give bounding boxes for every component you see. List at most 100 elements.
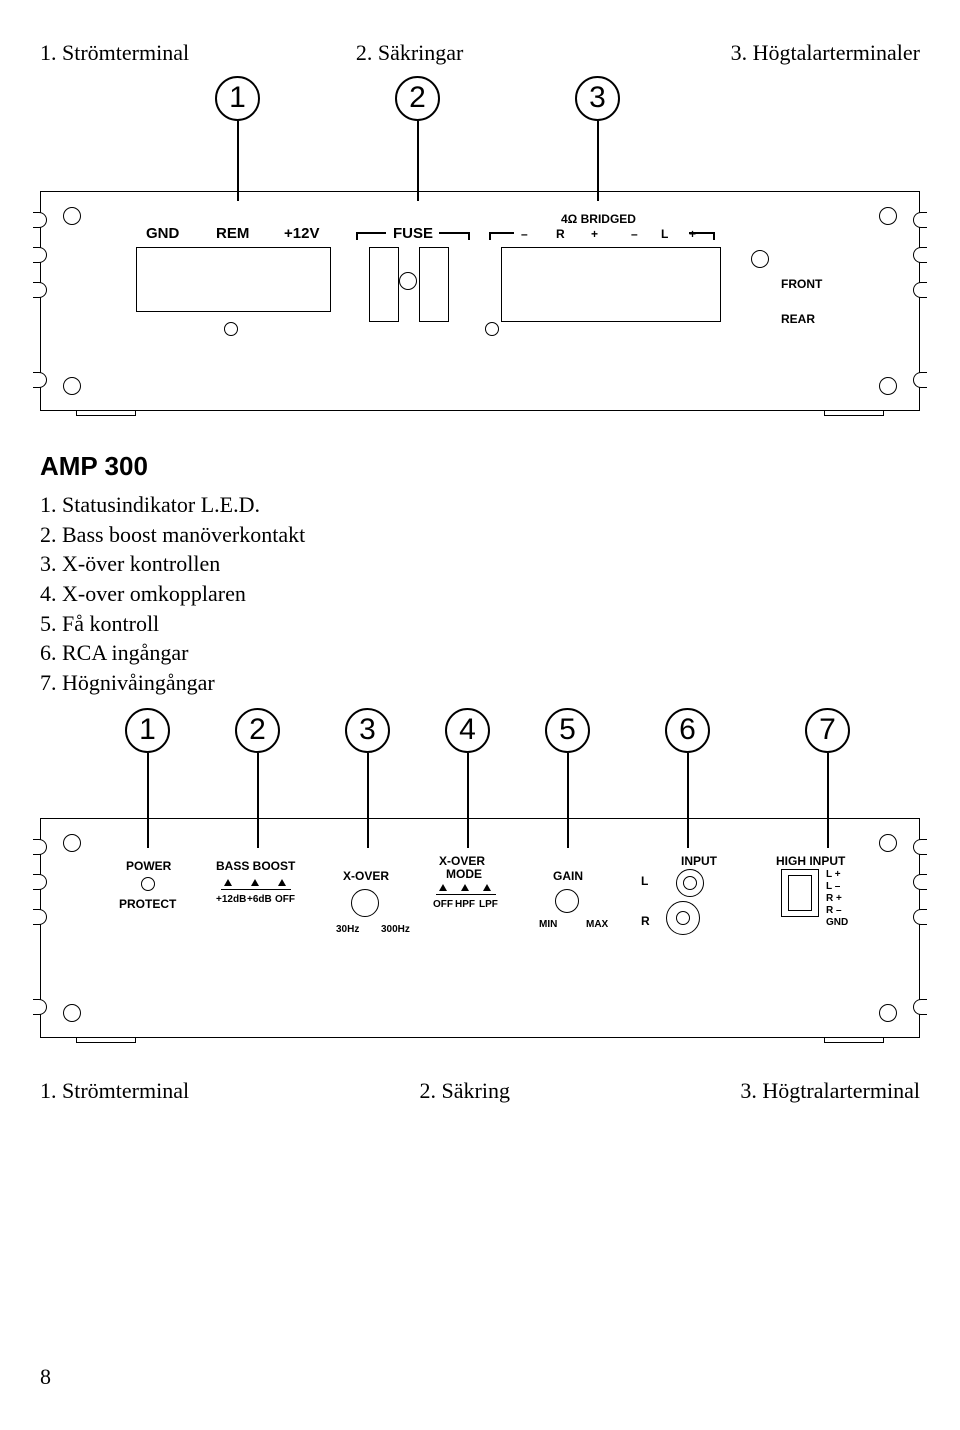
hi-lp: L + xyxy=(826,869,841,880)
notch xyxy=(913,212,927,228)
12v-label: +12V xyxy=(284,225,319,242)
hiinput-label: HIGH INPUT xyxy=(776,854,845,868)
label-1: 1. Strömterminal xyxy=(40,1078,189,1104)
top-labels-row: 1. Strömterminal 2. Säkringar 3. Högtala… xyxy=(40,40,920,66)
list-item: 4. X-over omkopplaren xyxy=(40,579,920,609)
callout-2: 2 xyxy=(395,76,440,121)
rear-label: REAR xyxy=(781,312,815,326)
label-2: 2. Säkring xyxy=(420,1078,510,1104)
hi-rm: R – xyxy=(826,905,842,916)
hpf-label: HPF xyxy=(455,899,475,910)
hi-rp: R + xyxy=(826,893,842,904)
fuse-bracket xyxy=(356,232,386,234)
callout-1: 1 xyxy=(125,708,170,753)
rca-l-in xyxy=(683,876,697,890)
xover-label: X-OVER xyxy=(343,869,389,883)
panel-bottom: POWER PROTECT BASS BOOST +12dB +6dB OFF … xyxy=(40,818,920,1038)
notch xyxy=(33,839,47,855)
bass-6db: +6dB xyxy=(247,894,272,905)
list-item: 2. Bass boost manöverkontakt xyxy=(40,520,920,550)
r-label: R xyxy=(641,914,650,928)
screw xyxy=(63,377,81,395)
notch xyxy=(913,247,927,263)
list-item: 3. X-över kontrollen xyxy=(40,549,920,579)
notch xyxy=(913,999,927,1015)
callout-6: 6 xyxy=(665,708,710,753)
list-item: 5. Få kontroll xyxy=(40,609,920,639)
fuse-1 xyxy=(369,247,399,322)
callout-4: 4 xyxy=(445,708,490,753)
tri-icon xyxy=(251,879,259,886)
sp-l: L xyxy=(661,227,668,241)
notch xyxy=(913,874,927,890)
callout-2: 2 xyxy=(235,708,280,753)
sp-plus1: + xyxy=(591,227,598,241)
foot xyxy=(76,1038,136,1043)
300hz-label: 300Hz xyxy=(381,924,410,935)
tri-icon xyxy=(439,884,447,891)
notch xyxy=(913,372,927,388)
hi-gnd: GND xyxy=(826,917,848,928)
callout-3: 3 xyxy=(575,76,620,121)
bass-line xyxy=(221,889,291,891)
tri-icon xyxy=(278,879,286,886)
bass-12db: +12dB xyxy=(216,894,246,905)
callout-3: 3 xyxy=(345,708,390,753)
notch xyxy=(33,247,47,263)
xmode-label: X-OVER xyxy=(439,854,485,868)
hi-lm: L – xyxy=(826,881,840,892)
sp-minus1: – xyxy=(521,227,528,241)
sp-bracket xyxy=(713,232,715,240)
sp-bracket xyxy=(489,232,491,240)
sp-bracket xyxy=(489,232,514,234)
screw xyxy=(63,207,81,225)
gain-label: GAIN xyxy=(553,869,583,883)
screw xyxy=(879,834,897,852)
screw xyxy=(879,207,897,225)
callout-1: 1 xyxy=(215,76,260,121)
fuse-bracket xyxy=(439,232,469,234)
foot xyxy=(824,1038,884,1043)
callout-line-2 xyxy=(417,121,419,201)
gain-knob xyxy=(555,889,579,913)
gnd-label: GND xyxy=(146,225,179,242)
label-1: 1. Strömterminal xyxy=(40,40,286,66)
foot xyxy=(824,411,884,416)
rem-label: REM xyxy=(216,225,249,242)
list-item: 7. Högnivåingångar xyxy=(40,668,920,698)
fuse-2 xyxy=(419,247,449,322)
label-2: 2. Säkringar xyxy=(286,40,532,66)
notch xyxy=(33,999,47,1015)
notch xyxy=(33,909,47,925)
30hz-label: 30Hz xyxy=(336,924,359,935)
screw-hole xyxy=(485,322,499,336)
fuse-bracket xyxy=(468,232,470,240)
list-item: 1. Statusindikator L.E.D. xyxy=(40,490,920,520)
callout-7: 7 xyxy=(805,708,850,753)
panel-top: GND REM +12V FUSE 4Ω BRIDGED – R + – L +… xyxy=(40,191,920,411)
power-led xyxy=(141,877,155,891)
amp-title: AMP 300 xyxy=(40,451,920,482)
lpf-label: LPF xyxy=(479,899,498,910)
callout-line-1 xyxy=(237,121,239,201)
rca-r-in xyxy=(676,911,690,925)
sp-r: R xyxy=(556,227,565,241)
notch xyxy=(33,372,47,388)
fuse-bracket xyxy=(356,232,358,240)
page-number: 8 xyxy=(40,1364,920,1390)
screw xyxy=(879,377,897,395)
tri-icon xyxy=(483,884,491,891)
notch xyxy=(33,212,47,228)
screw xyxy=(63,834,81,852)
sp-minus2: – xyxy=(631,227,638,241)
callout-line-3 xyxy=(597,121,599,201)
callout-5: 5 xyxy=(545,708,590,753)
list-item: 6. RCA ingångar xyxy=(40,638,920,668)
l-label: L xyxy=(641,874,648,888)
protect-label: PROTECT xyxy=(119,897,176,911)
notch xyxy=(33,282,47,298)
bass-off: OFF xyxy=(275,894,295,905)
power-terminal xyxy=(136,247,331,312)
xmode-line xyxy=(436,894,496,896)
min-label: MIN xyxy=(539,919,557,930)
